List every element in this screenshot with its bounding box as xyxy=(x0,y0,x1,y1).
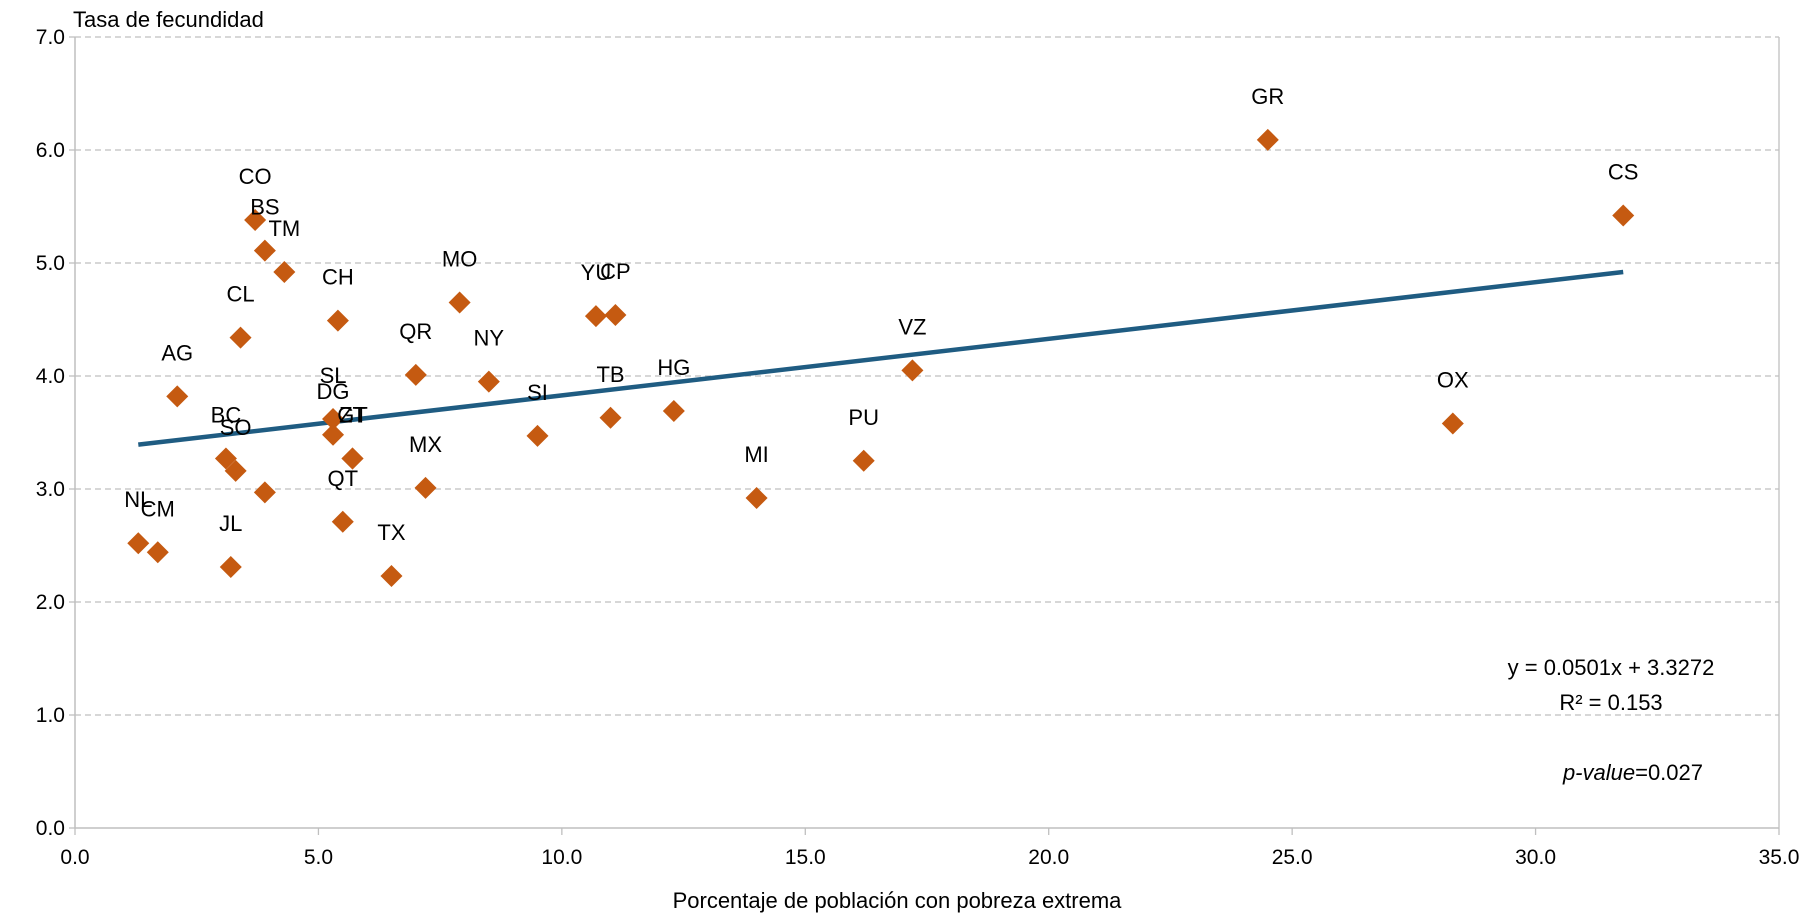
point-label: NL xyxy=(124,487,152,512)
point-label: CM xyxy=(141,496,175,521)
point-label: SI xyxy=(527,380,548,405)
data-point xyxy=(852,449,875,472)
axes xyxy=(69,36,1780,835)
data-point xyxy=(224,459,247,482)
trendline xyxy=(138,269,1624,447)
point-label: CO xyxy=(239,164,272,189)
point-label: HG xyxy=(657,355,690,380)
data-point xyxy=(901,359,924,382)
y-tick-label: 1.0 xyxy=(36,704,65,727)
x-tick-label: 30.0 xyxy=(1515,846,1556,869)
point-label: BC xyxy=(211,402,242,427)
p-value: p-value=0.027 xyxy=(1562,760,1703,785)
data-point xyxy=(322,407,345,430)
x-tick-label: 10.0 xyxy=(541,846,582,869)
point-label: VZ xyxy=(898,314,926,339)
point-label: DG xyxy=(317,379,350,404)
point-label: CP xyxy=(600,259,631,284)
y-tick-label: 2.0 xyxy=(36,591,65,614)
data-point xyxy=(244,209,267,232)
point-label: YU xyxy=(581,260,612,285)
regression-equation: y = 0.0501x + 3.3272 xyxy=(1508,655,1715,680)
data-point xyxy=(146,541,169,564)
point-label: GR xyxy=(1251,84,1284,109)
data-point xyxy=(448,291,471,314)
point-label: AG xyxy=(161,340,193,365)
data-point xyxy=(127,532,150,555)
data-point xyxy=(526,424,549,447)
point-label: CL xyxy=(226,282,254,307)
y-tick-label: 5.0 xyxy=(36,252,65,275)
data-point xyxy=(219,555,242,578)
data-point xyxy=(253,239,276,262)
data-point xyxy=(404,363,427,386)
point-label: GT xyxy=(337,402,368,427)
data-point xyxy=(1256,128,1279,151)
r-squared: R² = 0.153 xyxy=(1559,690,1662,715)
data-point xyxy=(326,309,349,332)
y-tick-label: 6.0 xyxy=(36,139,65,162)
data-point xyxy=(745,487,768,510)
point-label: OX xyxy=(1437,367,1469,392)
data-point xyxy=(380,565,403,588)
data-point xyxy=(599,406,622,429)
x-tick-label: 5.0 xyxy=(304,846,333,869)
p-value-number: =0.027 xyxy=(1635,760,1703,785)
data-point xyxy=(331,510,354,533)
point-label: PU xyxy=(848,405,879,430)
p-value-label: p-value xyxy=(1562,760,1635,785)
y-tick-label: 4.0 xyxy=(36,365,65,388)
data-point xyxy=(584,305,607,328)
data-point xyxy=(341,447,364,470)
data-point xyxy=(662,400,685,423)
point-label: MI xyxy=(744,442,768,467)
point-label: NY xyxy=(474,326,505,351)
x-axis-title: Porcentaje de población con pobreza extr… xyxy=(673,888,1123,913)
x-tick-label: 35.0 xyxy=(1759,846,1800,869)
point-label: TX xyxy=(377,520,405,545)
data-point xyxy=(229,326,252,349)
y-tick-label: 3.0 xyxy=(36,478,65,501)
point-label: CH xyxy=(322,265,354,290)
point-label: QT xyxy=(327,466,358,491)
x-tick-label: 0.0 xyxy=(60,846,89,869)
x-tick-label: 15.0 xyxy=(785,846,826,869)
point-label: MO xyxy=(442,247,477,272)
data-point xyxy=(253,481,276,504)
point-label: JL xyxy=(219,511,242,536)
point-label: TB xyxy=(596,362,624,387)
x-tick-label: 20.0 xyxy=(1028,846,1069,869)
data-points xyxy=(127,128,1635,588)
point-label: SO xyxy=(220,415,252,440)
y-tick-label: 0.0 xyxy=(36,817,65,840)
gridlines xyxy=(75,36,1779,716)
point-label: ZT xyxy=(339,402,366,427)
y-axis-title: Tasa de fecundidad xyxy=(73,7,264,32)
x-tick-label: 25.0 xyxy=(1272,846,1313,869)
data-point xyxy=(273,261,296,284)
tick-labels: 0.0 1.0 2.0 3.0 4.0 5.0 6.0 7.0 0.0 5.0 10.0 15.0 20… xyxy=(36,26,1800,869)
point-label: BS xyxy=(250,195,279,220)
point-label: MX xyxy=(409,432,442,457)
data-point xyxy=(1441,412,1464,435)
data-point xyxy=(214,447,237,470)
y-tick-label: 7.0 xyxy=(36,26,65,49)
data-point xyxy=(166,385,189,408)
data-point xyxy=(604,303,627,326)
data-point xyxy=(414,476,437,499)
point-label: SL xyxy=(320,363,347,388)
data-point xyxy=(1612,204,1635,227)
point-label: QR xyxy=(399,319,432,344)
data-point xyxy=(322,423,345,446)
point-label: CS xyxy=(1608,160,1639,185)
point-label: TM xyxy=(268,216,300,241)
data-point xyxy=(477,370,500,393)
